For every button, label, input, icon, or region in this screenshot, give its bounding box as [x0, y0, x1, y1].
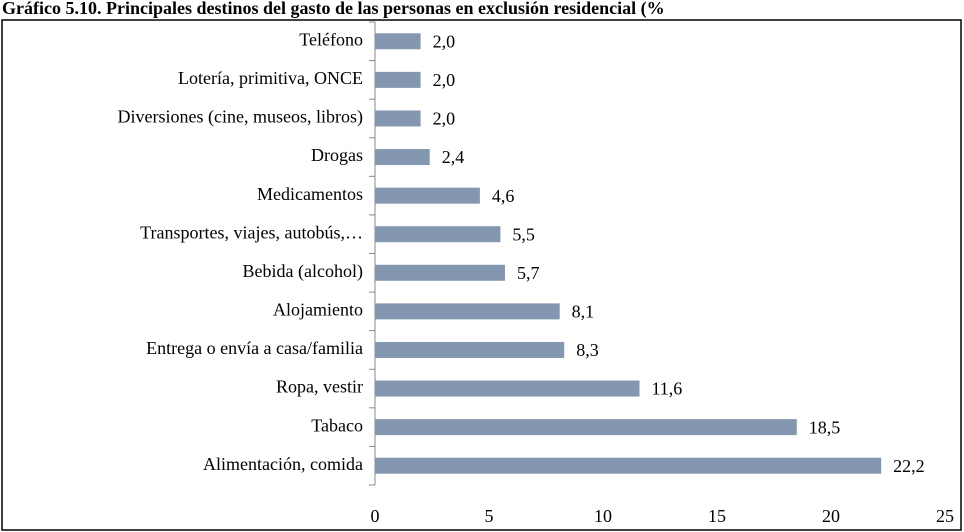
y-tick-label: Bebida (alcohol): [243, 261, 363, 282]
y-tick-label: Alojamiento: [273, 300, 363, 320]
x-tick-label: 15: [708, 506, 726, 526]
y-tick-label: Drogas: [311, 145, 363, 165]
y-tick-label: Lotería, primitiva, ONCE: [178, 68, 363, 88]
value-label: 5,7: [517, 263, 540, 283]
bar: [375, 226, 501, 243]
bar: [375, 264, 505, 281]
y-tick-label: Ropa, vestir: [276, 377, 363, 397]
y-tick-label: Diversiones (cine, museos, libros): [118, 107, 363, 128]
y-tick-label: Medicamentos: [257, 184, 363, 204]
value-label: 2,0: [433, 31, 456, 51]
value-label: 8,3: [576, 340, 599, 360]
chart-title: Gráfico 5.10. Principales destinos del g…: [2, 0, 665, 19]
x-tick-label: 0: [371, 506, 380, 526]
y-tick-label: Tabaco: [311, 415, 363, 435]
y-tick-label: Alimentación, comida: [203, 454, 363, 474]
value-label: 8,1: [572, 302, 595, 322]
bar: [375, 341, 565, 358]
value-label: 4,6: [492, 186, 515, 206]
bar: [375, 380, 640, 397]
y-tick-label: Transportes, viajes, autobús,…: [140, 222, 363, 242]
bar: [375, 303, 560, 320]
bar: [375, 33, 421, 50]
x-tick-label: 20: [822, 506, 840, 526]
bar: [375, 110, 421, 127]
bar: [375, 149, 430, 166]
x-tick-label: 25: [936, 506, 954, 526]
bar: [375, 187, 480, 204]
value-label: 11,6: [651, 379, 682, 399]
value-label: 2,0: [433, 70, 456, 90]
bar: [375, 457, 882, 474]
y-tick-label: Teléfono: [299, 29, 363, 49]
y-tick-label: Entrega o envía a casa/familia: [146, 338, 363, 358]
value-label: 22,2: [893, 456, 925, 476]
value-label: 5,5: [512, 224, 535, 244]
value-label: 2,4: [442, 147, 465, 167]
x-tick-label: 10: [594, 506, 612, 526]
x-tick-label: 5: [485, 506, 494, 526]
value-label: 18,5: [809, 417, 841, 437]
value-label: 2,0: [433, 109, 456, 129]
bar: [375, 71, 421, 88]
bar: [375, 419, 797, 436]
